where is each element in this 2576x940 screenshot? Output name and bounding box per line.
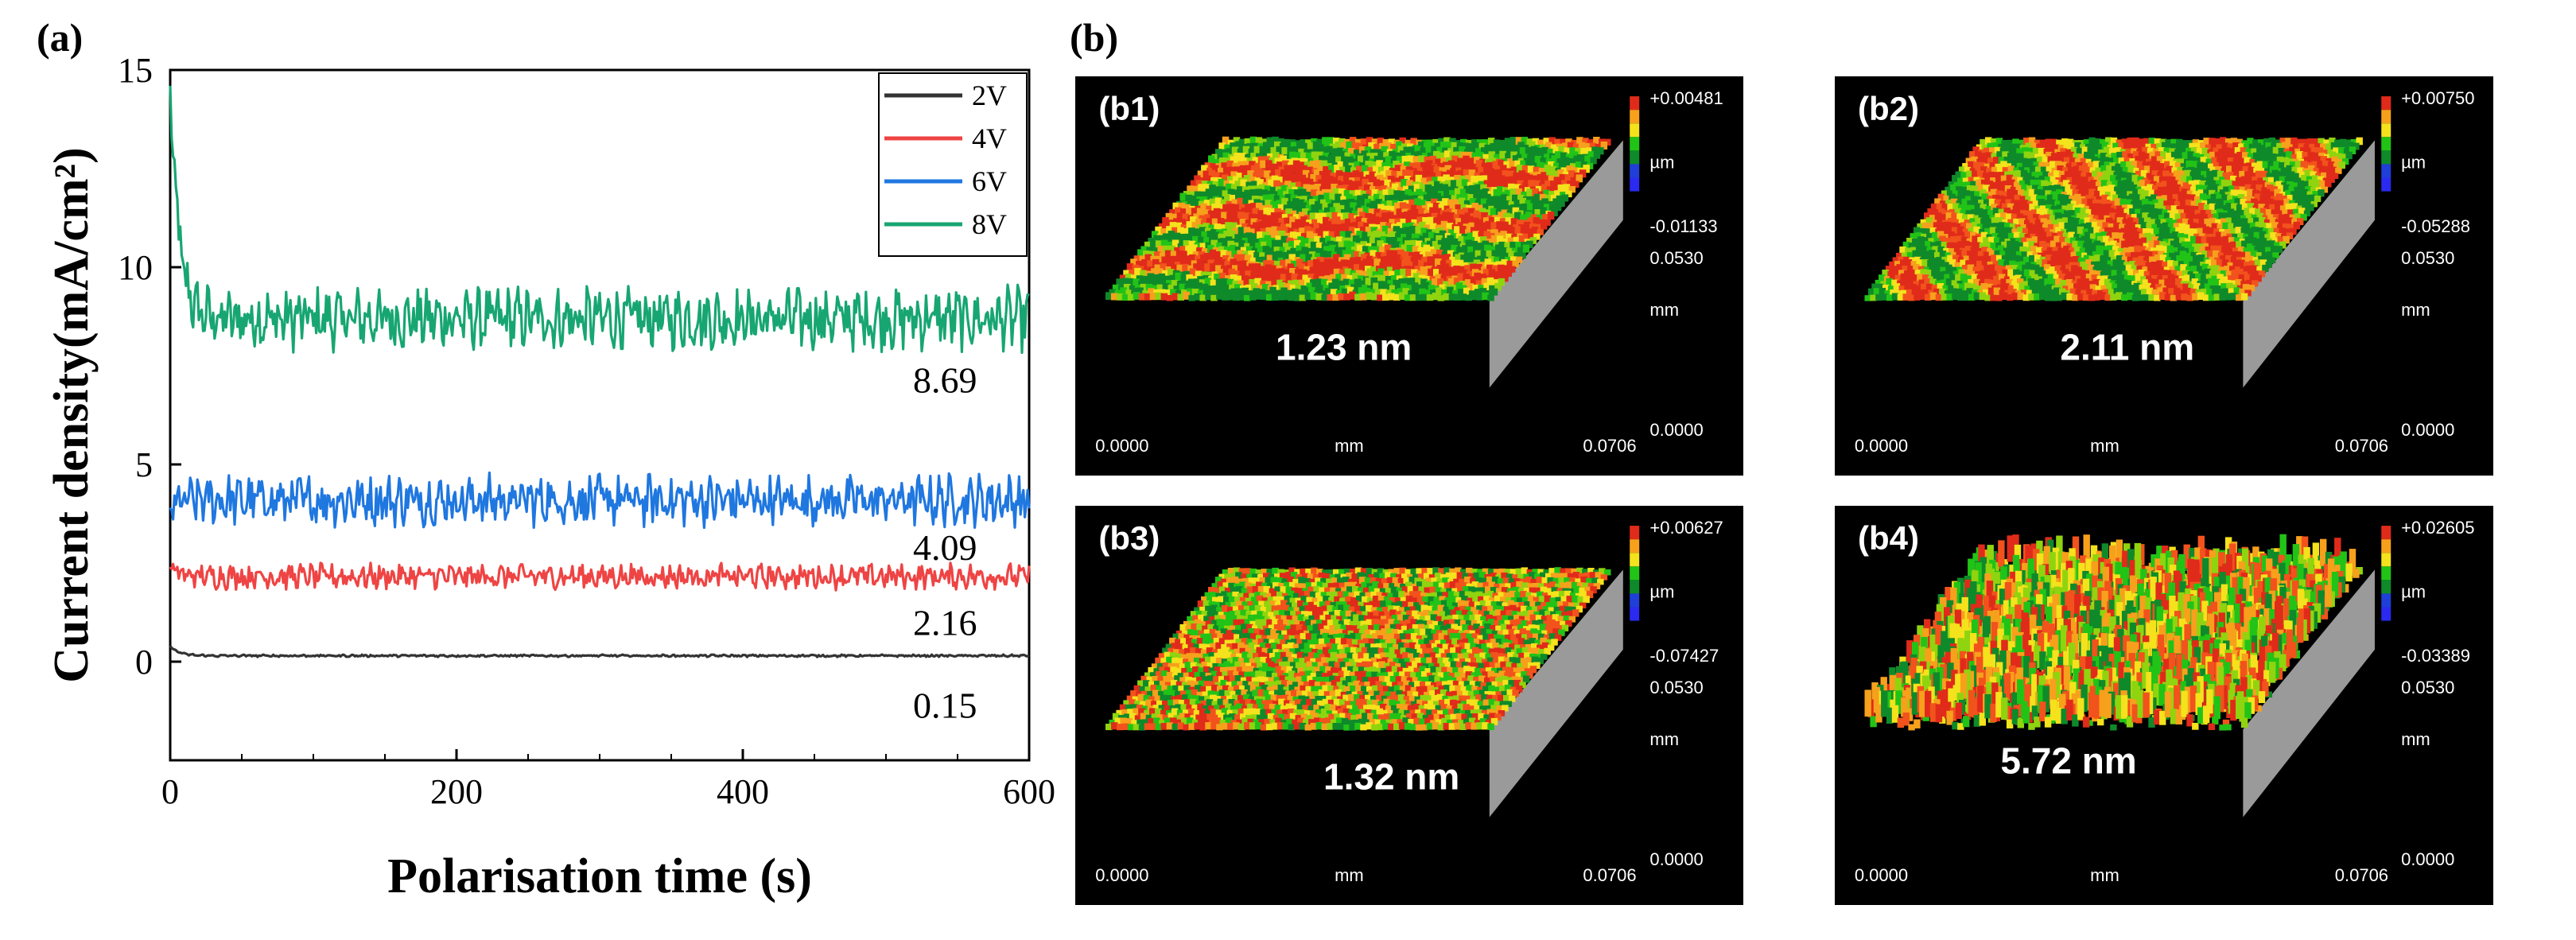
afm-x-unit: mm: [1335, 865, 1364, 885]
y-tick-label: 15: [118, 51, 153, 90]
afm-color-scale: [1630, 526, 1640, 621]
afm-panel-b3: (b3) 1.32 nm +0.00627 µm -0.07427 0.0530 mm 0.0…: [1075, 506, 1743, 905]
afm-y-zero: 0.0000: [1649, 849, 1703, 869]
afm-surface: [1864, 534, 2363, 731]
annotation-6V: 4.09: [913, 527, 977, 568]
afm-panel-b2: (b2) 2.11 nm +0.00750 µm -0.05288 0.0530 mm 0.0…: [1835, 76, 2493, 476]
y-axis-label: Current density(mA/cm²): [45, 147, 99, 683]
afm-panel-b4: (b4) 5.72 nm +0.02605 µm -0.03389 0.0530 mm 0.0…: [1835, 506, 2493, 905]
afm-depth: 0.0530: [1649, 678, 1703, 697]
x-tick-label: 200: [430, 772, 483, 811]
afm-x-unit: mm: [2090, 436, 2119, 456]
afm-roughness: 5.72 nm: [2000, 740, 2136, 781]
legend-label-4V: 4V: [972, 122, 1007, 154]
afm-panel-label: (b3): [1098, 519, 1160, 557]
afm-zmin: -0.07427: [1649, 646, 1719, 666]
current-density-chart: 0 200 400 600 0 5 10 15 8.69 4.09 2.16 0.15 8V 6V 4V…: [45, 51, 1055, 903]
annotation-8V: 8.69: [913, 359, 977, 400]
afm-z-unit: µm: [2401, 152, 2426, 172]
panel-b-label: (b): [1070, 15, 1119, 60]
afm-roughness: 2.11 nm: [2060, 326, 2194, 367]
annotation-4V: 2.16: [913, 602, 977, 643]
y-tick-label: 10: [118, 248, 153, 287]
afm-side-wall: [1489, 569, 1623, 818]
afm-x-unit: mm: [2090, 865, 2119, 885]
afm-zmax: +0.00481: [1649, 88, 1723, 108]
panel-a-label: (a): [37, 15, 84, 60]
afm-surface: [1864, 137, 2363, 301]
afm-color-scale: [2381, 96, 2391, 192]
afm-panel-label: (b2): [1858, 90, 1919, 127]
afm-surface-plot: (b4) 5.72 nm +0.02605 µm -0.03389 0.0530 mm 0.0…: [1855, 518, 2475, 885]
afm-x-zero: 0.0000: [1855, 865, 1908, 885]
afm-side-wall: [2243, 140, 2375, 388]
afm-panel-b1: (b1) 1.23 nm +0.00481 µm -0.01133 0.0530 mm 0.0…: [1075, 76, 1743, 476]
afm-panel-label: (b4): [1858, 519, 1919, 557]
afm-color-scale: [1630, 96, 1640, 192]
afm-x-max: 0.0706: [2335, 865, 2388, 885]
afm-x-max: 0.0706: [2335, 436, 2388, 456]
afm-y-zero: 0.0000: [2401, 420, 2454, 440]
afm-y-unit: mm: [1649, 729, 1679, 749]
afm-y-unit: mm: [1649, 300, 1679, 320]
afm-x-zero: 0.0000: [1855, 436, 1908, 456]
y-tick-label: 5: [135, 445, 153, 484]
afm-y-zero: 0.0000: [2401, 849, 2454, 869]
afm-z-unit: µm: [1649, 581, 1674, 601]
afm-side-wall: [2243, 569, 2375, 818]
afm-zmax: +0.00750: [2401, 88, 2474, 108]
afm-roughness: 1.23 nm: [1276, 326, 1412, 367]
afm-y-unit: mm: [2401, 729, 2430, 749]
afm-zmax: +0.00627: [1649, 518, 1723, 538]
afm-x-zero: 0.0000: [1095, 865, 1148, 885]
afm-surface: [1105, 136, 1611, 301]
afm-surface: [1105, 567, 1611, 731]
legend-label-8V: 8V: [972, 208, 1007, 240]
legend-label-6V: 6V: [972, 165, 1007, 197]
x-tick-label: 600: [1003, 772, 1055, 811]
afm-color-scale: [2381, 526, 2391, 621]
afm-roughness: 1.32 nm: [1323, 755, 1459, 797]
afm-z-unit: µm: [1649, 152, 1674, 172]
afm-side-wall: [1489, 140, 1623, 388]
afm-y-zero: 0.0000: [1649, 420, 1703, 440]
afm-panel-label: (b1): [1098, 90, 1160, 127]
series-line-8V: [169, 85, 1030, 354]
afm-zmin: -0.03389: [2401, 646, 2470, 666]
afm-x-zero: 0.0000: [1095, 436, 1148, 456]
legend-label-2V: 2V: [972, 80, 1007, 111]
y-tick-label: 0: [135, 643, 153, 682]
afm-z-unit: µm: [2401, 581, 2426, 601]
afm-x-max: 0.0706: [1583, 436, 1636, 456]
afm-depth: 0.0530: [1649, 248, 1703, 268]
series-line-4V: [169, 561, 1031, 592]
legend: 8V 6V 4V 2V: [878, 72, 1028, 257]
afm-surface-plot: (b1) 1.23 nm +0.00481 µm -0.01133 0.0530 mm 0.0…: [1095, 88, 1723, 456]
afm-x-max: 0.0706: [1583, 865, 1636, 885]
x-tick-label: 400: [717, 772, 769, 811]
series-line-2V: [169, 645, 1030, 658]
series-line-6V: [169, 471, 1031, 530]
afm-surface-plot: (b3) 1.32 nm +0.00627 µm -0.07427 0.0530 mm 0.0…: [1095, 518, 1723, 885]
afm-surface-plot: (b2) 2.11 nm +0.00750 µm -0.05288 0.0530 mm 0.0…: [1855, 88, 2475, 456]
afm-x-unit: mm: [1335, 436, 1364, 456]
afm-y-unit: mm: [2401, 300, 2430, 320]
x-tick-label: 0: [161, 772, 179, 811]
annotation-2V: 0.15: [913, 686, 977, 726]
x-axis-label: Polarisation time (s): [387, 849, 812, 903]
afm-zmin: -0.05288: [2401, 216, 2470, 236]
afm-depth: 0.0530: [2401, 248, 2454, 268]
afm-zmin: -0.01133: [1649, 216, 1717, 236]
afm-zmax: +0.02605: [2401, 518, 2474, 538]
afm-depth: 0.0530: [2401, 678, 2454, 697]
